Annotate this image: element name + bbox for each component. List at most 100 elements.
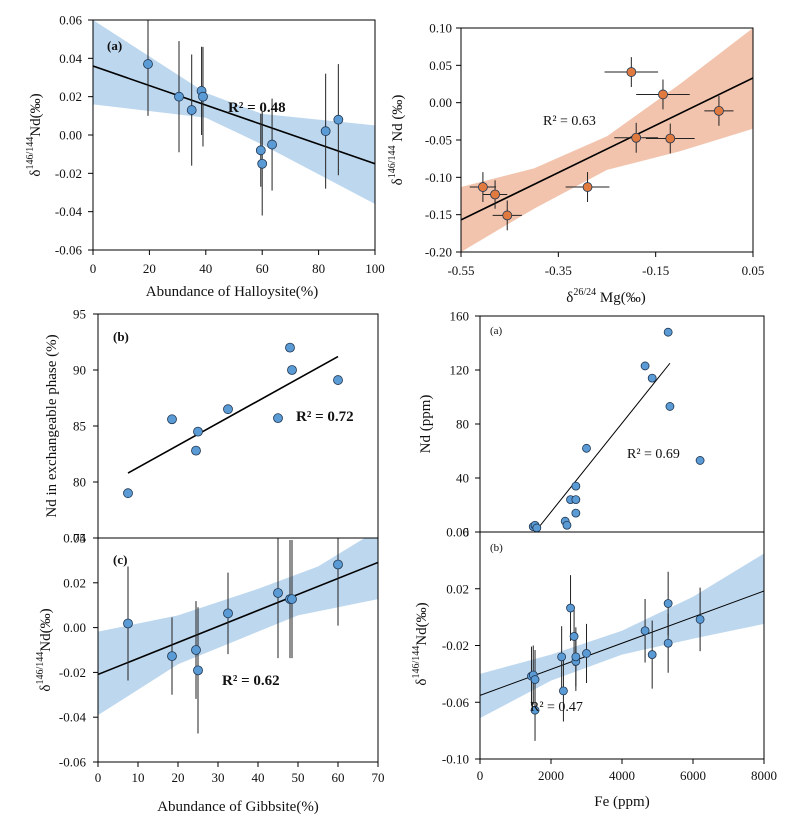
data-point <box>695 614 705 624</box>
data-point <box>562 520 572 530</box>
data-point <box>663 327 673 337</box>
data-point <box>647 650 657 659</box>
data-point <box>663 599 673 608</box>
data-point <box>287 365 297 375</box>
y-tick-label: 75 <box>73 531 86 546</box>
chart-panel-p1: -0.06 -0.04 -0.02 0.00 0.02 0.04 0.06 0 20 40 60 80… <box>25 13 385 301</box>
data-point <box>569 632 579 641</box>
data-point <box>255 145 266 156</box>
y-tick-label: 40 <box>456 471 469 486</box>
x-axis-label: Abundance of Gibbsite(%) <box>157 799 319 815</box>
panel-label: (a) <box>490 325 503 337</box>
x-tick-label: -0.15 <box>642 263 669 278</box>
x-tick-label: 0 <box>90 261 97 276</box>
data-point <box>647 373 657 383</box>
data-point <box>532 523 542 533</box>
data-point <box>582 649 591 658</box>
panel-label: (a) <box>107 38 122 53</box>
y-tick-label: -0.02 <box>442 638 469 653</box>
regression-line <box>127 355 339 474</box>
data-point <box>287 594 297 604</box>
data-point <box>174 91 184 102</box>
chart-panel-p6: -0.10-0.06-0.020.020.060 2000 4000 6000 8000… <box>411 525 777 811</box>
data-point <box>191 445 201 456</box>
data-point <box>663 638 673 648</box>
x-tick-label: 30 <box>212 770 225 785</box>
y-tick-label: 90 <box>73 363 86 378</box>
confidence-band <box>480 553 764 719</box>
x-tick-label: 8000 <box>751 768 777 783</box>
data-point <box>191 645 201 655</box>
y-tick-label: 0.02 <box>59 89 82 104</box>
y-tick-label: 0.06 <box>446 525 469 540</box>
y-tick-label: 0.10 <box>429 21 452 36</box>
y-tick-label: 120 <box>450 363 470 378</box>
confidence-band <box>93 20 375 204</box>
y-tick-label: -0.02 <box>55 166 82 181</box>
y-tick-label: 0.04 <box>63 531 86 546</box>
x-tick-label: 80 <box>312 261 325 276</box>
data-point <box>658 89 668 100</box>
r-squared-label: R² = 0.48 <box>228 100 286 116</box>
data-point <box>273 588 283 598</box>
plot-frame <box>97 537 379 763</box>
y-tick-label: 0.00 <box>59 128 82 143</box>
data-point <box>631 132 642 143</box>
data-point <box>320 126 331 137</box>
data-point <box>502 210 513 221</box>
y-axis-label: Nd (ppm) <box>418 395 434 454</box>
data-point <box>186 105 197 115</box>
y-tick-label: 0.02 <box>446 581 469 596</box>
confidence-band <box>98 538 378 716</box>
data-point <box>714 105 724 116</box>
panel-label: (c) <box>113 552 127 567</box>
data-point <box>490 189 500 200</box>
plot-frame <box>97 313 379 539</box>
y-tick-label: 0.00 <box>63 620 86 635</box>
y-tick-label: -0.04 <box>55 204 83 219</box>
data-point <box>193 426 203 437</box>
data-point <box>333 559 343 570</box>
x-tick-label: -0.35 <box>545 263 572 278</box>
y-tick-label: -0.02 <box>59 665 86 680</box>
data-point <box>640 361 650 371</box>
x-tick-label: 100 <box>365 261 385 276</box>
x-tick-label: -0.55 <box>447 263 474 278</box>
y-tick-label: -0.05 <box>425 133 452 148</box>
data-point <box>143 59 153 69</box>
y-axis-label: δ146/144Nd(‰) <box>411 602 430 685</box>
chart-panel-p3: 75 80 85 90 95 (b) R² = 0.72 Nd in exchangeable… <box>44 307 379 546</box>
y-tick-label: 0.00 <box>429 95 452 110</box>
r-squared-label: R² = 0.72 <box>296 409 354 425</box>
data-point <box>167 651 177 662</box>
y-tick-label: 0.02 <box>63 575 86 590</box>
y-axis-label: δ146/144Nd(‰) <box>25 93 44 176</box>
regression-line <box>461 77 753 221</box>
data-point <box>267 139 277 150</box>
data-point <box>695 456 705 465</box>
x-tick-label: 40 <box>252 770 265 785</box>
regression-line <box>480 590 764 696</box>
r-squared-label: R² = 0.63 <box>543 114 596 129</box>
y-tick-label: 0.06 <box>59 13 82 28</box>
y-tick-label: -0.06 <box>442 695 470 710</box>
x-tick-label: 0.05 <box>742 263 765 278</box>
data-point <box>559 686 568 696</box>
data-point <box>665 402 675 411</box>
panel-label: (b) <box>490 542 503 554</box>
y-tick-label: 85 <box>73 419 86 434</box>
y-tick-label: 0.04 <box>59 51 82 66</box>
y-tick-label: -0.20 <box>425 245 452 260</box>
x-tick-label: 0 <box>477 768 484 783</box>
data-point <box>582 443 591 453</box>
x-tick-label: 60 <box>332 770 345 785</box>
panel-label: (b) <box>113 329 129 344</box>
r-squared-label: R² = 0.47 <box>530 700 583 715</box>
data-point <box>333 375 343 385</box>
x-tick-label: 20 <box>143 261 156 276</box>
data-point <box>193 665 203 676</box>
data-point <box>665 133 676 144</box>
y-tick-label: 160 <box>450 309 470 324</box>
data-point <box>582 182 593 192</box>
data-point <box>223 404 233 415</box>
